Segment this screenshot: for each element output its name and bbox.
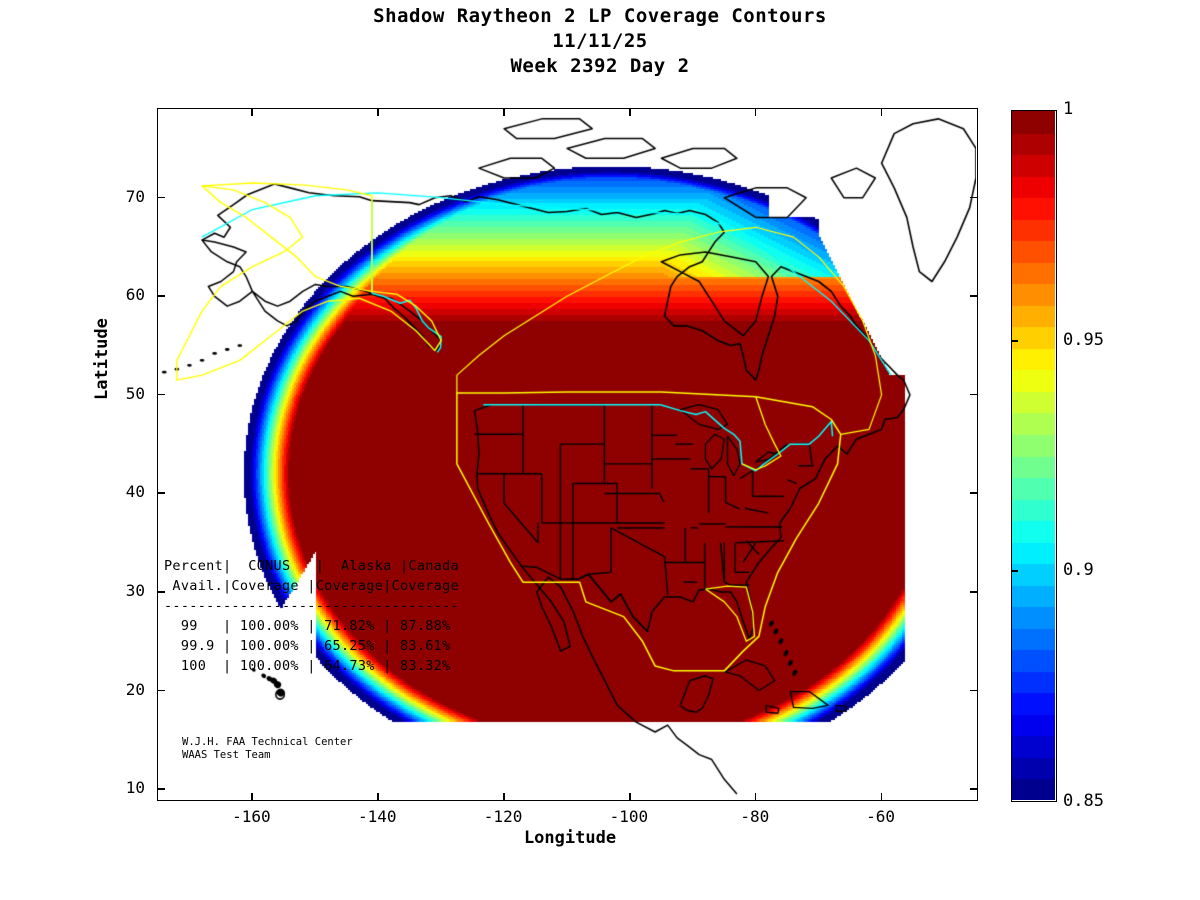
y-tick-mark — [158, 196, 165, 199]
coverage-stats-table: Percent| CONUS | Alaska |Canada Avail.|C… — [164, 558, 459, 674]
y-tick-label: 40 — [125, 482, 145, 502]
y-tick-mark — [970, 393, 977, 396]
x-tick-mark — [880, 109, 883, 116]
colorbar-tick-label: 0.9 — [1063, 560, 1094, 581]
colorbar-tick-mark — [1011, 570, 1018, 573]
chart-title: Shadow Raytheon 2 LP Coverage Contours 1… — [0, 4, 1200, 79]
credit-text: W.J.H. FAA Technical Center WAAS Test Te… — [182, 736, 353, 761]
y-tick-mark — [158, 591, 165, 593]
coverage-contour-map — [158, 109, 976, 799]
map-plot-area — [157, 108, 978, 801]
x-tick-label: -100 — [609, 807, 649, 826]
y-tick-label: 70 — [125, 186, 145, 206]
title-line-1: Shadow Raytheon 2 LP Coverage Contours — [373, 5, 827, 27]
colorbar-tick-label: 1 — [1063, 99, 1074, 119]
y-tick-mark — [158, 393, 165, 396]
x-axis-label: Longitude — [523, 828, 617, 848]
colorbar-tick-mark — [1011, 339, 1018, 342]
x-tick-mark — [503, 793, 505, 800]
y-tick-label: 30 — [125, 581, 145, 600]
colorbar-gradient — [1012, 111, 1055, 800]
y-axis-label: Latitude — [92, 318, 112, 400]
y-tick-mark — [158, 295, 165, 297]
y-tick-mark — [970, 492, 977, 495]
x-tick-mark — [503, 109, 505, 116]
y-tick-mark — [158, 689, 165, 692]
y-tick-mark — [970, 788, 977, 790]
colorbar-tick-label: 0.85 — [1063, 791, 1104, 811]
title-line-3: Week 2392 Day 2 — [510, 55, 690, 77]
x-tick-mark — [880, 793, 883, 800]
y-tick-mark — [970, 689, 977, 692]
y-tick-mark — [158, 788, 165, 790]
x-tick-label: -60 — [866, 807, 896, 826]
x-tick-label: -120 — [483, 807, 523, 826]
y-tick-label: 50 — [125, 383, 145, 403]
y-tick-label: 60 — [125, 285, 145, 305]
x-tick-mark — [251, 109, 253, 116]
colorbar — [1011, 110, 1057, 802]
x-tick-mark — [628, 109, 631, 116]
x-tick-mark — [628, 793, 631, 800]
title-line-2: 11/11/25 — [552, 30, 648, 52]
x-tick-label: -80 — [740, 807, 770, 826]
y-tick-mark — [970, 591, 977, 593]
y-tick-label: 20 — [125, 679, 145, 699]
y-tick-mark — [970, 196, 977, 199]
y-tick-label: 10 — [125, 778, 145, 798]
x-tick-mark — [377, 793, 379, 800]
y-tick-mark — [158, 492, 165, 495]
colorbar-tick-label: 0.95 — [1063, 329, 1104, 350]
x-tick-mark — [754, 793, 757, 800]
y-tick-mark — [970, 295, 977, 297]
x-tick-mark — [251, 793, 253, 800]
x-tick-mark — [754, 109, 757, 116]
x-tick-mark — [377, 109, 379, 116]
x-tick-label: -140 — [357, 807, 397, 826]
x-tick-label: -160 — [232, 807, 271, 826]
